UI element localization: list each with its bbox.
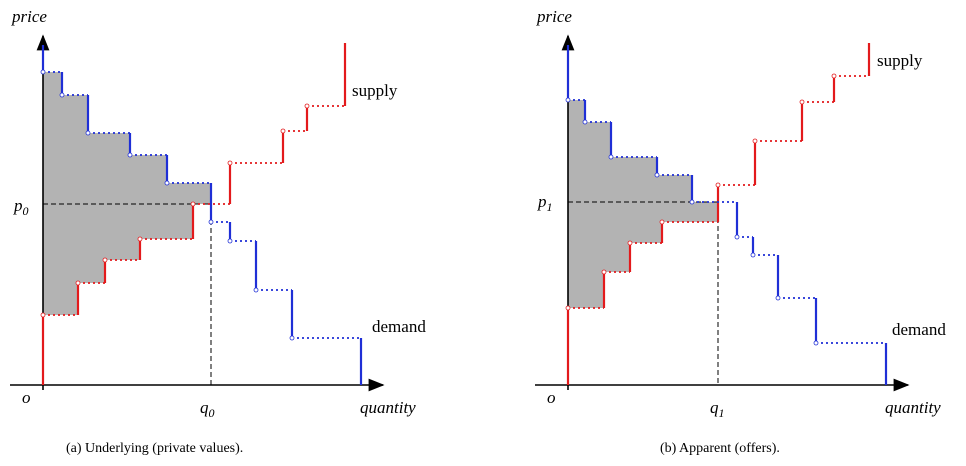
demand-point [164,180,170,186]
x-axis-label: quantity [885,398,941,417]
y-axis-label: price [11,7,47,26]
demand-point [208,219,214,225]
demand-point [750,252,756,258]
supply-point [752,138,758,144]
supply-point [565,305,571,311]
supply-point [75,280,81,286]
x-axis-label: quantity [360,398,416,417]
demand-label: demand [892,320,946,339]
demand-point [582,119,588,125]
price-label: p1 [537,192,553,214]
demand-point [813,340,819,346]
demand-point [127,152,133,158]
demand-point [40,69,46,75]
caption: (b) Apparent (offers). [660,441,780,456]
supply-point [280,128,286,134]
demand-point [227,238,233,244]
demand-point [289,335,295,341]
demand-point [565,97,571,103]
supply-point [40,312,46,318]
supply-point [715,182,721,188]
supply-point [627,240,633,246]
origin-label: o [547,388,556,407]
supply-point [304,103,310,109]
supply-point [659,219,665,225]
supply-point [190,201,196,207]
supply-point [831,73,837,79]
supply-label: supply [352,81,398,100]
demand-point [689,199,695,205]
quantity-label: q1 [710,398,725,420]
demand-point [59,92,65,98]
y-axis-label: price [536,7,572,26]
quantity-label: q0 [200,398,215,420]
supply-point [227,160,233,166]
price-label: p0 [13,196,29,218]
demand-point [608,154,614,160]
supply-point [102,257,108,263]
demand-point [654,172,660,178]
demand-point [775,295,781,301]
surplus-area [43,72,211,315]
supply-point [799,99,805,105]
demand-point [734,234,740,240]
demand-point [253,287,259,293]
supply-point [137,236,143,242]
demand-point [85,130,91,136]
supply-point [601,269,607,275]
supply-label: supply [877,51,923,70]
drawing [10,34,910,392]
caption: (a) Underlying (private values). [66,441,243,456]
origin-label: o [22,388,31,407]
demand-label: demand [372,317,426,336]
surplus-area [568,100,718,308]
